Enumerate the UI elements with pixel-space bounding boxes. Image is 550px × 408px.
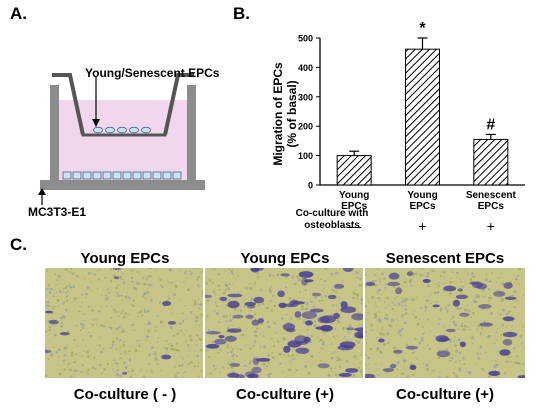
coculture-sign: + — [487, 218, 495, 234]
x-tick-label: Young — [407, 190, 437, 201]
migration-bar-chart: 0100200300400500YoungEPCs—*YoungEPCs+#Se… — [298, 20, 525, 234]
well-wall-left — [50, 85, 59, 181]
coculture-label-line1: Co-culture with — [295, 208, 369, 219]
panel-a-letter: A. — [10, 4, 27, 23]
y-axis-title: Migration of EPCs (% of basal) — [271, 34, 299, 194]
x-tick-label: Young — [339, 190, 369, 201]
y-tick-label: 0 — [308, 181, 313, 191]
micro-caption-3: Co-culture (+) — [396, 386, 494, 403]
y-tick-label: 100 — [298, 151, 313, 161]
bar — [336, 155, 372, 186]
micro-caption-1: Co-culture ( - ) — [73, 386, 177, 403]
micro-title-2: Young EPCs — [240, 250, 330, 267]
micro-title-1: Young EPCs — [80, 250, 170, 267]
osteoblast-cells — [62, 171, 182, 180]
y-tick-label: 400 — [298, 63, 313, 73]
y-tick-label: 200 — [298, 122, 313, 132]
micro-title-3: Senescent EPCs — [385, 250, 505, 267]
micrograph-senescent-coculture — [365, 268, 525, 378]
panel-b-letter: B. — [233, 4, 250, 23]
mc3t3-label: MC3T3-E1 — [28, 205, 87, 219]
panel-c-letter: C. — [10, 235, 27, 254]
epc-arrowhead — [92, 119, 100, 127]
x-tick-label: EPCs — [409, 201, 436, 212]
coculture-label-line2: osteoblasts — [304, 220, 360, 231]
mc3t3-arrowhead — [38, 188, 46, 195]
micrograph-young-coculture — [205, 268, 363, 378]
significance-marker: * — [419, 20, 426, 37]
x-tick-label: Senescent — [466, 190, 517, 201]
y-tick-label: 300 — [298, 92, 313, 102]
significance-marker: # — [486, 116, 495, 133]
plate-base — [40, 180, 205, 190]
transwell-diagram — [38, 73, 205, 205]
y-axis-title-text: Migration of EPCs (% of basal) — [271, 62, 299, 166]
epc-label: Young/Senescent EPCs — [85, 66, 220, 80]
coculture-sign: + — [418, 218, 426, 234]
coculture-row-label: Co-culture with osteoblasts — [282, 208, 382, 232]
well-wall-right — [187, 85, 196, 181]
x-tick-label: EPCs — [478, 201, 505, 212]
x-tick-label: EPCs — [341, 201, 368, 212]
coculture-sign: — — [347, 218, 361, 234]
epc-cells — [93, 126, 151, 134]
bar — [405, 48, 440, 186]
insert-left-wall — [52, 73, 85, 136]
micro-caption-2: Co-culture (+) — [236, 386, 334, 403]
y-tick-label: 500 — [298, 34, 313, 44]
bar — [473, 138, 509, 186]
insert-right-wall — [163, 73, 194, 136]
micrograph-young-control — [45, 268, 203, 378]
